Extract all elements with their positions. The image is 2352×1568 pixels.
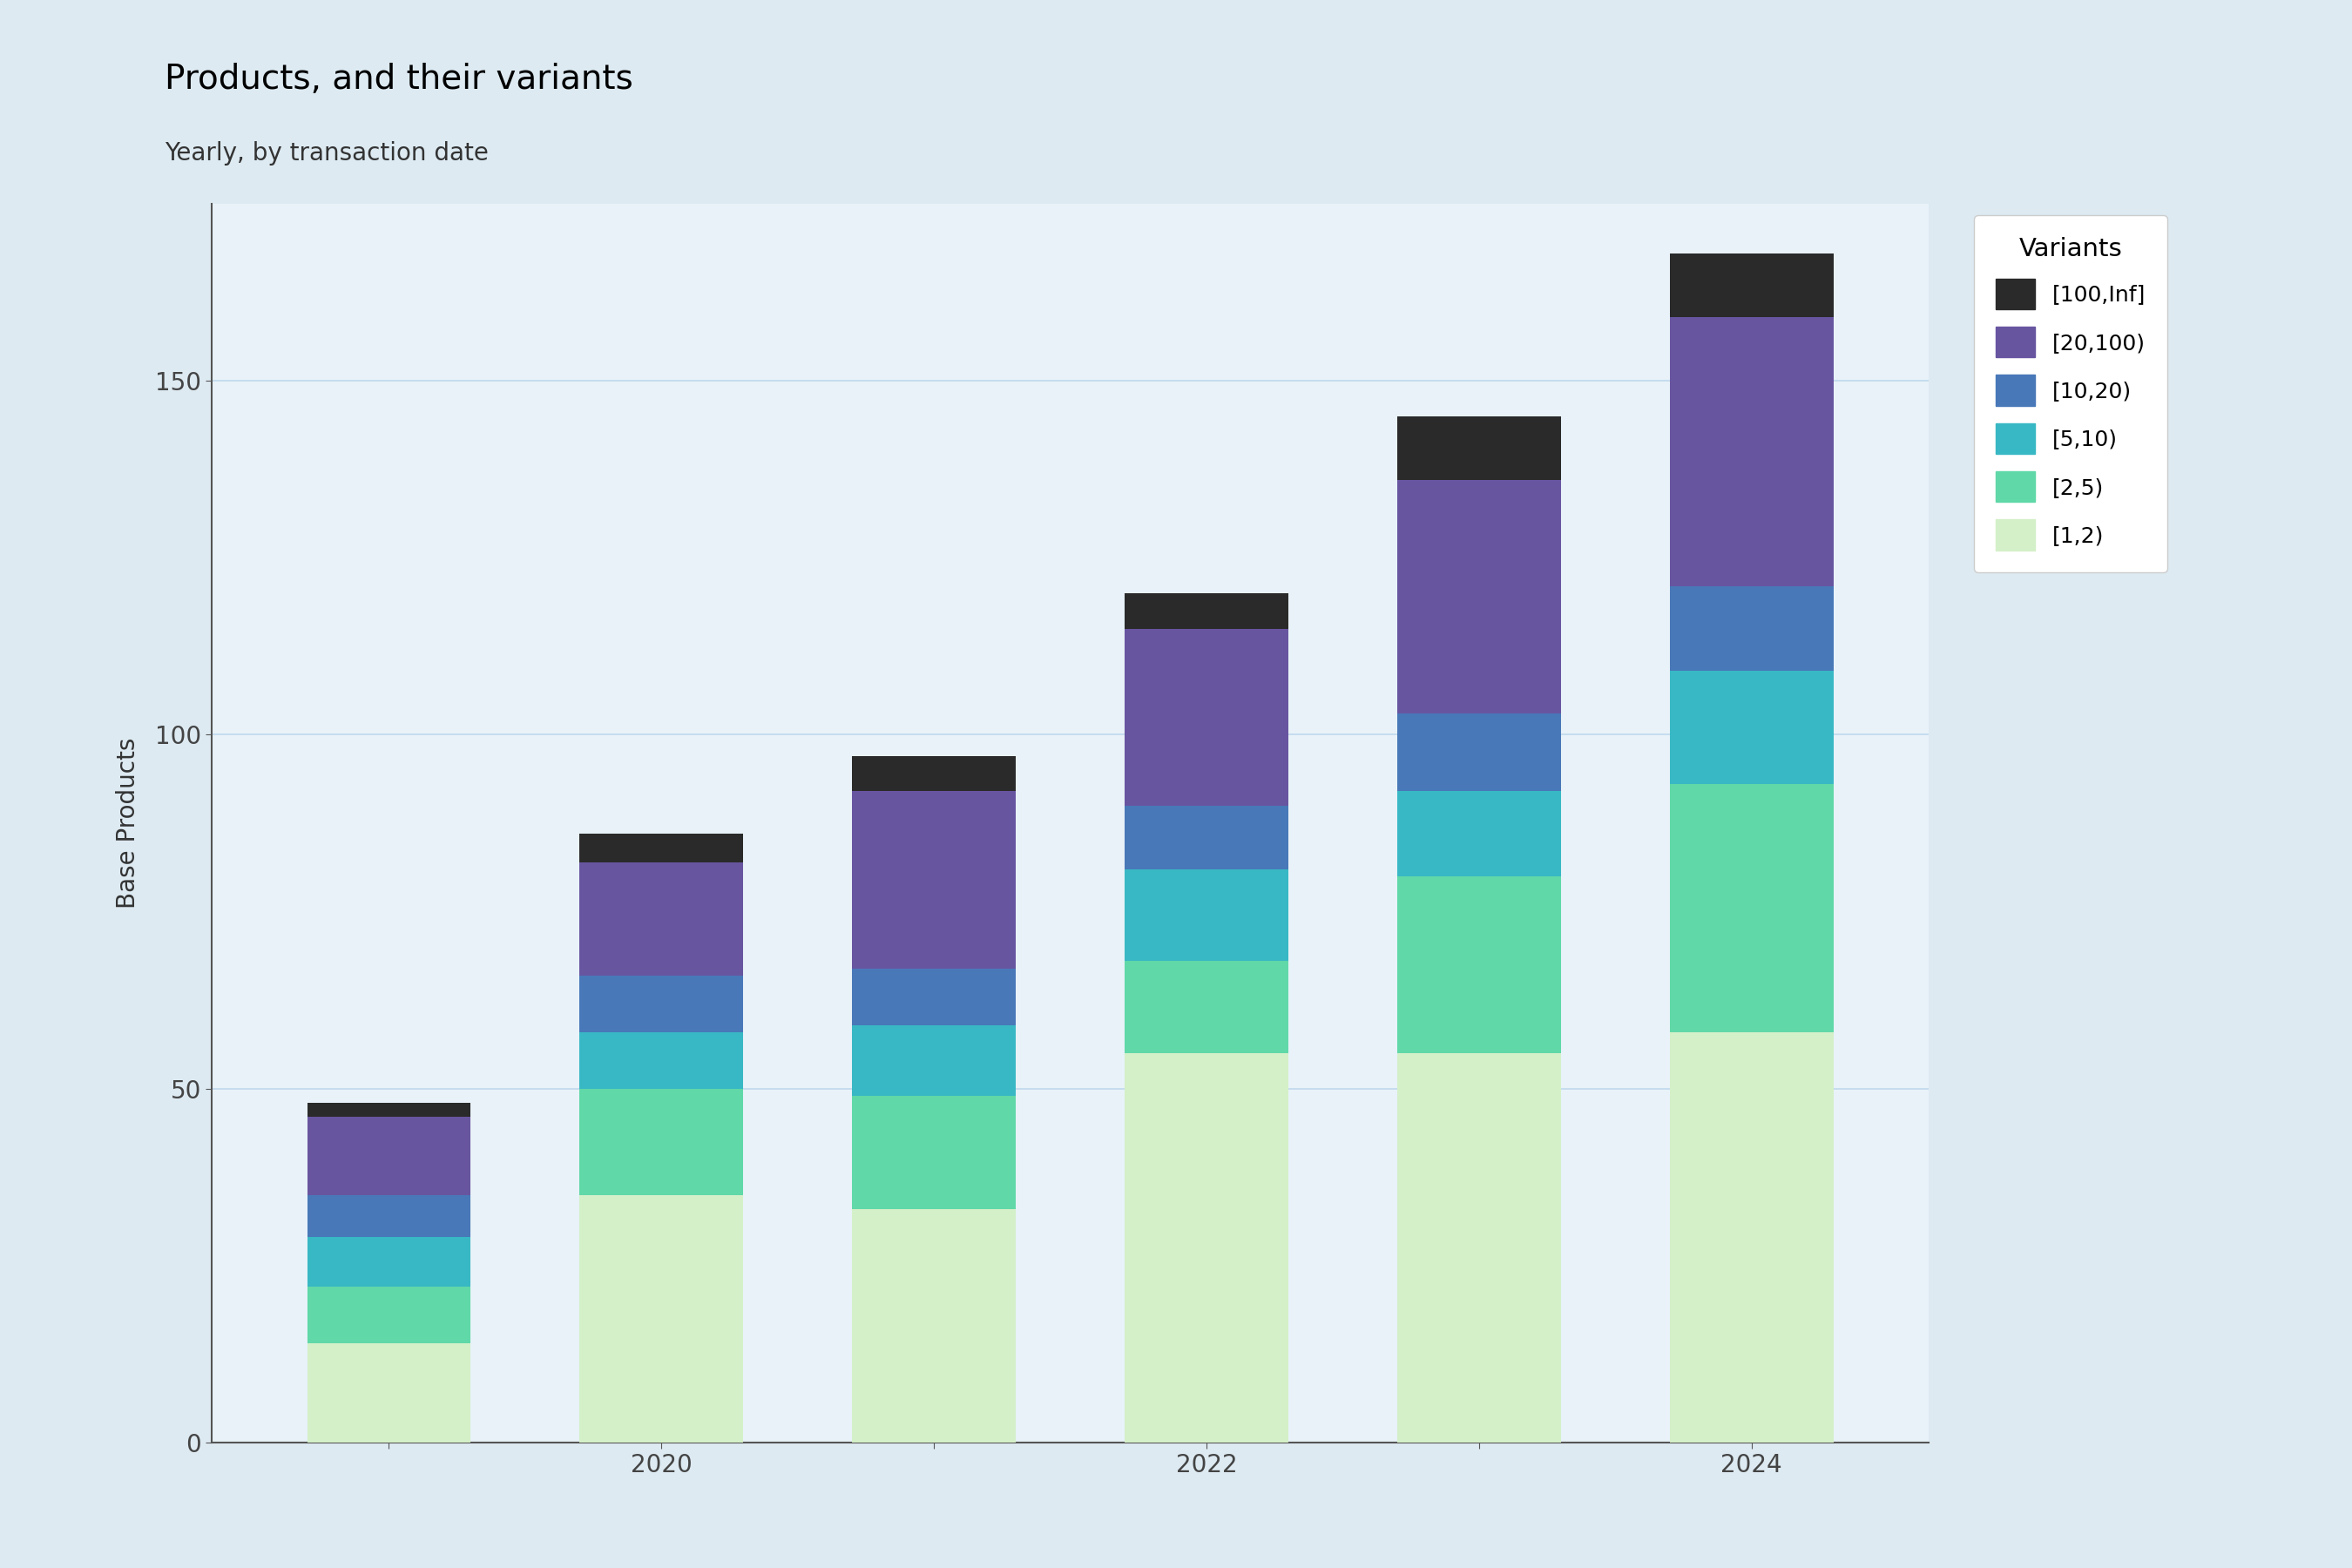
Bar bbox=[579, 1195, 743, 1443]
Bar bbox=[308, 1287, 470, 1344]
Bar bbox=[1124, 961, 1289, 1054]
Bar bbox=[579, 1088, 743, 1195]
Bar bbox=[851, 756, 1016, 792]
Bar bbox=[851, 1025, 1016, 1096]
Y-axis label: Base Products: Base Products bbox=[115, 737, 141, 909]
Bar bbox=[579, 1032, 743, 1088]
Bar bbox=[1670, 671, 1832, 784]
Bar bbox=[1670, 1032, 1832, 1443]
Bar bbox=[1124, 869, 1289, 961]
Bar bbox=[1124, 629, 1289, 806]
Bar bbox=[851, 969, 1016, 1025]
Bar bbox=[308, 1237, 470, 1287]
Bar bbox=[579, 975, 743, 1032]
Bar bbox=[1670, 784, 1832, 1032]
Bar bbox=[1670, 317, 1832, 586]
Legend: [100,Inf], [20,100), [10,20), [5,10), [2,5), [1,2): [100,Inf], [20,100), [10,20), [5,10), [2… bbox=[1973, 215, 2169, 572]
Bar bbox=[308, 1102, 470, 1116]
Bar bbox=[1397, 713, 1562, 792]
Bar bbox=[308, 1344, 470, 1443]
Bar bbox=[1397, 416, 1562, 480]
Bar bbox=[1124, 593, 1289, 629]
Bar bbox=[1670, 254, 1832, 317]
Bar bbox=[1124, 1054, 1289, 1443]
Bar bbox=[1397, 877, 1562, 1054]
Text: Products, and their variants: Products, and their variants bbox=[165, 63, 633, 96]
Bar bbox=[308, 1195, 470, 1237]
Bar bbox=[308, 1116, 470, 1195]
Bar bbox=[1670, 586, 1832, 671]
Bar bbox=[1124, 806, 1289, 869]
Bar bbox=[851, 1209, 1016, 1443]
Bar bbox=[1397, 480, 1562, 713]
Bar bbox=[579, 862, 743, 975]
Bar bbox=[851, 1096, 1016, 1209]
Text: Yearly, by transaction date: Yearly, by transaction date bbox=[165, 141, 489, 166]
Bar bbox=[1397, 1054, 1562, 1443]
Bar bbox=[851, 792, 1016, 969]
Bar bbox=[1397, 792, 1562, 877]
Bar bbox=[579, 834, 743, 862]
